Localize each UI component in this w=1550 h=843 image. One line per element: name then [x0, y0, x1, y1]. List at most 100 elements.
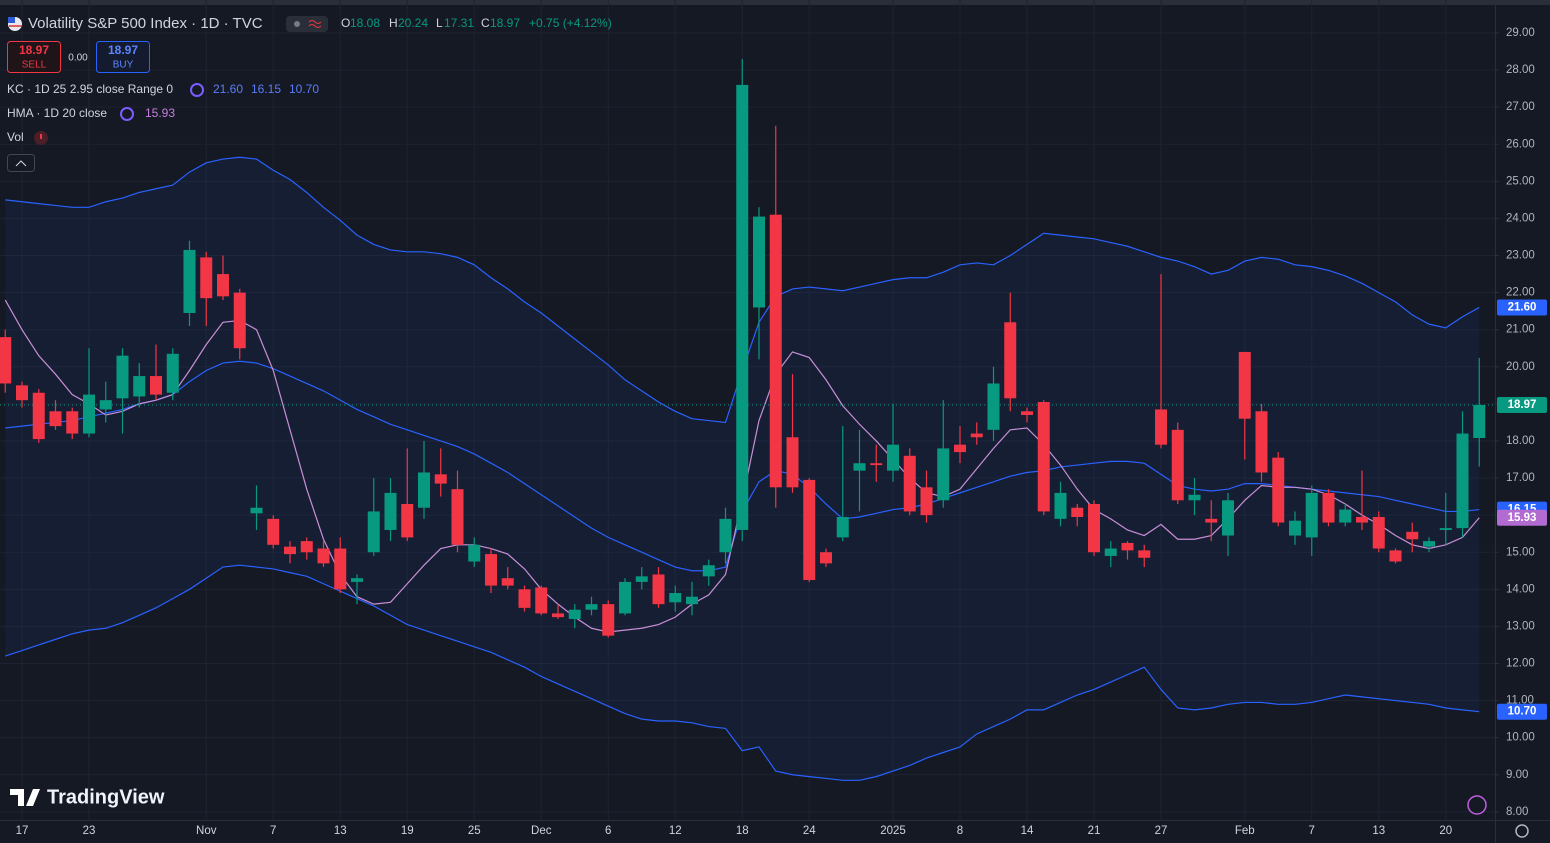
y-tick-label: 21.00 [1506, 324, 1535, 336]
price-tag-label: 21.60 [1508, 301, 1537, 313]
candle-body [887, 444, 899, 471]
candle-body [987, 383, 1000, 430]
candle-body [116, 355, 129, 399]
candle-body [1071, 507, 1084, 517]
x-tick-label: 13 [334, 825, 347, 837]
x-tick-label: 7 [1309, 825, 1315, 837]
indicator-icon[interactable] [120, 107, 134, 121]
y-tick-label: 24.00 [1506, 212, 1535, 224]
candle-body [1356, 516, 1368, 523]
y-tick-label: 23.00 [1506, 250, 1535, 262]
candle-body [300, 541, 313, 553]
candle-body [535, 587, 548, 614]
status-wave [308, 20, 322, 28]
x-tick-label: 23 [83, 825, 96, 837]
candle-body [367, 511, 380, 553]
candle-body [1088, 504, 1100, 553]
settings-icon[interactable] [1515, 824, 1529, 838]
candle-body [1272, 457, 1285, 523]
x-tick-label: 2025 [880, 825, 906, 837]
candle-body [1171, 429, 1184, 501]
x-tick-label: Feb [1235, 825, 1255, 837]
collapse-chevron [15, 160, 27, 167]
price-tag-label: 18.97 [1508, 399, 1537, 411]
candle-body [1054, 492, 1067, 519]
candle-body [619, 581, 631, 614]
candle-body [1205, 518, 1218, 523]
ohlc-key: C [481, 16, 490, 30]
ohlc-value: 17.31 [444, 16, 474, 30]
warning-mark [40, 134, 42, 139]
ohlc-value: 18.97 [490, 16, 520, 30]
candle-body [166, 353, 179, 393]
ohlc-value: 20.24 [398, 16, 428, 30]
sell-button[interactable] [7, 41, 61, 73]
y-tick-label: 29.00 [1506, 27, 1535, 39]
candle-body [334, 548, 347, 590]
price-tag [1497, 299, 1547, 316]
symbol-title: Volatility S&P 500 Index · 1D · TVC [28, 15, 263, 32]
candle-body [518, 589, 531, 608]
candle-body [1423, 541, 1435, 547]
collapse-button[interactable] [7, 154, 35, 172]
indicator-icon[interactable] [190, 83, 204, 97]
ohlc-value: 18.08 [350, 16, 380, 30]
indicator-value: 15.93 [145, 106, 175, 120]
candle-body [1138, 550, 1151, 558]
price-tag [1497, 703, 1547, 720]
x-tick-label: Nov [196, 825, 217, 837]
candle-body [769, 214, 782, 488]
candle-body [434, 474, 447, 484]
candle-body [1104, 548, 1117, 556]
x-tick-label: 14 [1021, 825, 1034, 837]
y-tick-label: 14.00 [1506, 583, 1535, 595]
candle-body [702, 565, 715, 577]
candle-body [652, 574, 665, 605]
x-tick-label: 17 [16, 825, 29, 837]
buy-price: 18.97 [108, 43, 138, 57]
y-tick-label: 28.00 [1506, 64, 1535, 76]
candle-body [1188, 494, 1201, 501]
candle-body [1339, 509, 1352, 523]
candle-body [501, 578, 514, 586]
candle-body [686, 596, 698, 605]
candle-body [133, 376, 146, 397]
spread: 0.00 [68, 53, 88, 64]
candle-body [602, 604, 615, 636]
y-tick-label: 13.00 [1506, 620, 1535, 632]
y-tick-label: 18.00 [1506, 435, 1535, 447]
candle-body [1004, 322, 1017, 399]
y-tick-label: 15.00 [1506, 546, 1535, 558]
buy-button[interactable] [96, 41, 150, 73]
x-tick-label: 6 [605, 825, 611, 837]
candle-body [870, 463, 883, 466]
y-tick-label: 25.00 [1506, 175, 1535, 187]
y-tick-label: 17.00 [1506, 472, 1535, 484]
y-tick-label: 20.00 [1506, 361, 1535, 373]
candle-body [183, 249, 196, 314]
candle-body [1155, 409, 1167, 445]
status-badge[interactable] [286, 16, 328, 32]
candle-body [233, 292, 246, 349]
candle-body [786, 437, 799, 488]
candle-body [1222, 500, 1234, 536]
assistant-icon[interactable] [1467, 795, 1487, 815]
indicator-label: HMA · 1D 20 close [7, 106, 107, 120]
price-tag [1497, 396, 1547, 413]
candle-body [1289, 520, 1301, 536]
candle-body [1305, 492, 1318, 538]
x-tick-label: 7 [270, 825, 276, 837]
candle-body [903, 455, 916, 512]
candle-body [1037, 402, 1050, 512]
candle-body [1322, 492, 1335, 523]
candle-body [1456, 433, 1469, 529]
brand-name: TradingView [47, 786, 165, 808]
y-tick-label: 22.00 [1506, 287, 1535, 299]
candle-body [669, 593, 682, 603]
candle-body [351, 578, 363, 582]
y-tick-label: 10.00 [1506, 732, 1535, 744]
candle-body [920, 487, 933, 516]
candle-body [284, 546, 296, 555]
